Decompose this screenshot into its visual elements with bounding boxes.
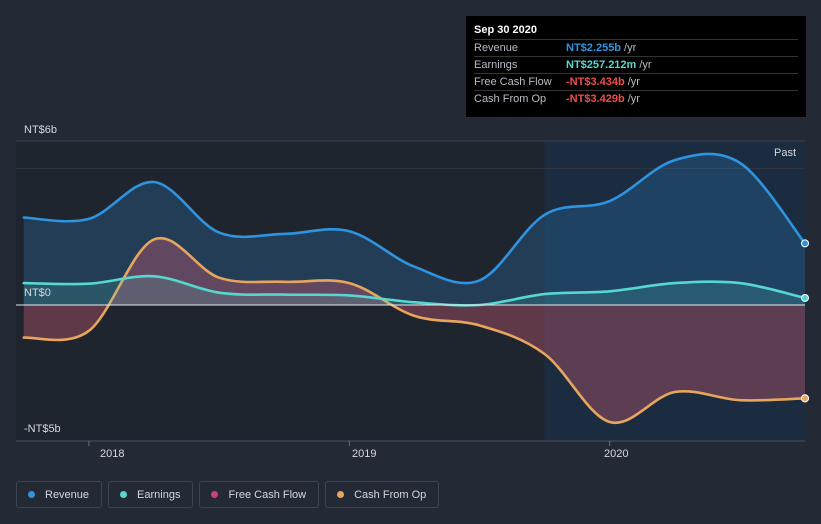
legend-item-free-cash-flow[interactable]: Free Cash Flow <box>199 481 320 508</box>
tooltip-value: -NT$3.429b <box>566 93 625 105</box>
series-area-cash-from-op <box>23 238 806 423</box>
tooltip-unit: /yr <box>624 42 637 54</box>
tooltip-label: Cash From Op <box>474 93 547 105</box>
legend-dot-icon <box>337 491 345 498</box>
tooltip-row-cash-from-op: Cash From Op -NT$3.429b /yr <box>474 90 798 107</box>
series-line-revenue <box>22 152 807 285</box>
legend-label: Revenue <box>45 488 90 501</box>
legend-label: Free Cash Flow <box>228 488 307 501</box>
legend-item-revenue[interactable]: Revenue <box>16 481 103 508</box>
series-line-cash-from-op <box>22 236 807 425</box>
series-area-earnings <box>23 276 806 306</box>
tooltip-unit: /yr <box>627 93 640 105</box>
legend-item-cash-from-op[interactable]: Cash From Op <box>325 481 440 508</box>
tooltip-date: Sep 30 2020 <box>474 24 537 36</box>
y-tick-label-bottom: -NT$5b <box>24 423 61 435</box>
tooltip-unit: /yr <box>627 76 640 88</box>
tooltip-row-free-cash-flow: Free Cash Flow -NT$3.434b /yr <box>474 73 798 90</box>
series-end-point-earnings <box>801 293 809 302</box>
tooltip-label: Free Cash Flow <box>474 76 552 88</box>
legend: Revenue Earnings Free Cash Flow Cash Fro… <box>16 481 440 508</box>
tooltip-label: Earnings <box>474 59 518 71</box>
legend-label: Cash From Op <box>354 488 427 501</box>
tooltip-value: NT$257.212m <box>566 59 637 71</box>
series-area-revenue <box>23 153 806 305</box>
series-end-point-revenue <box>801 239 809 248</box>
tooltip-row-revenue: Revenue NT$2.255b /yr <box>474 39 798 56</box>
tooltip-unit: /yr <box>639 59 652 71</box>
x-tick-label-2019: 2019 <box>352 448 377 460</box>
legend-dot-icon <box>28 491 35 498</box>
x-tick-label-2018: 2018 <box>100 448 125 460</box>
series-area-free-cash-flow <box>23 238 806 423</box>
tooltip-value: -NT$3.434b <box>566 76 625 88</box>
legend-dot-icon <box>120 491 128 498</box>
y-tick-label-top: NT$6b <box>24 124 58 136</box>
series-end-point-cash-from-op <box>801 394 809 403</box>
y-tick-label-zero: NT$0 <box>24 287 51 299</box>
tooltip-row-earnings: Earnings NT$257.212m /yr <box>474 56 798 73</box>
x-tick-label-2020: 2020 <box>604 448 629 460</box>
series-line-earnings <box>22 274 807 307</box>
legend-dot-icon <box>211 491 219 498</box>
past-label: Past <box>774 147 797 159</box>
legend-label: Earnings <box>137 488 181 501</box>
tooltip: Sep 30 2020 Revenue NT$2.255b /yr Earnin… <box>466 16 806 117</box>
legend-item-earnings[interactable]: Earnings <box>108 481 194 508</box>
tooltip-value: NT$2.255b <box>566 42 622 54</box>
tooltip-label: Revenue <box>474 42 519 54</box>
